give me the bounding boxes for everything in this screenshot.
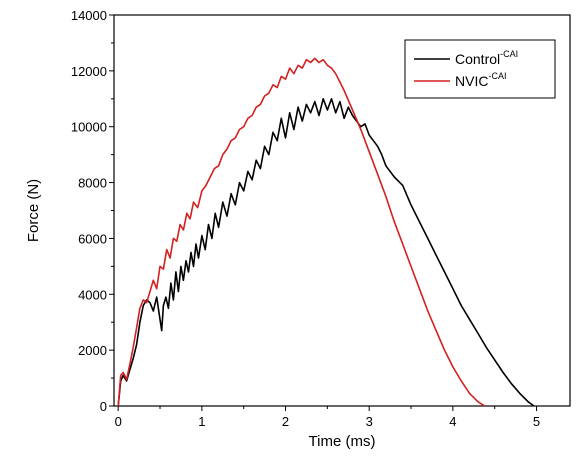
series-line-control: [117, 98, 535, 407]
x-tick-label: 0: [115, 414, 122, 429]
series-line-nvic: [117, 57, 486, 407]
y-tick-label: 12000: [71, 64, 107, 79]
y-tick-label: 0: [100, 399, 107, 414]
x-tick-label: 4: [449, 414, 456, 429]
y-tick-label: 2000: [78, 343, 107, 358]
x-tick-label: 5: [533, 414, 540, 429]
x-tick-label: 1: [198, 414, 205, 429]
x-tick-label: 2: [282, 414, 289, 429]
y-axis-ticks: 0 2000 4000 6000 8000 10000 12000 14000: [71, 8, 114, 414]
y-tick-label: 14000: [71, 8, 107, 23]
y-tick-label: 8000: [78, 176, 107, 191]
x-tick-label: 3: [366, 414, 373, 429]
legend: Control-CAI NVIC-CAI: [404, 39, 556, 99]
series-layer: [117, 57, 535, 407]
y-tick-label: 4000: [78, 287, 107, 302]
y-axis-title: Force (N): [25, 179, 42, 242]
legend-label-nvic: NVIC-CAI: [455, 71, 506, 89]
legend-label-control: Control-CAI: [455, 49, 518, 67]
x-axis-ticks: 0 1 2 3 4 5: [115, 406, 540, 429]
y-tick-label: 6000: [78, 231, 107, 246]
x-axis-title: Time (ms): [309, 433, 376, 450]
legend-box: [404, 39, 556, 99]
y-tick-label: 10000: [71, 120, 107, 135]
